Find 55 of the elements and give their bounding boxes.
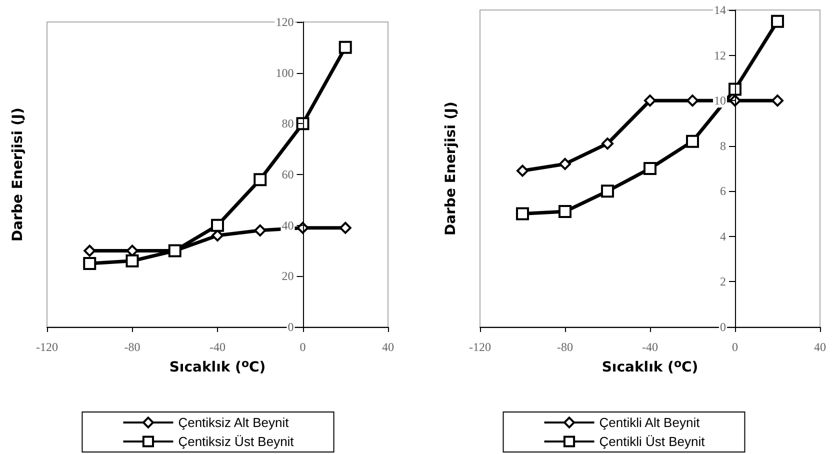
y-tick-label: 40 [282, 218, 294, 232]
legend-label: Çentiksiz Alt Beynit [178, 415, 290, 430]
point [254, 173, 267, 186]
legend-label: Çentikli Alt Beynit [599, 415, 700, 430]
point [83, 256, 96, 270]
point [516, 207, 529, 220]
point [644, 94, 656, 107]
x-tick-label: -80 [557, 340, 573, 354]
point [602, 138, 614, 150]
point [559, 158, 571, 170]
y-tick-label: 60 [282, 168, 294, 182]
point [686, 94, 698, 107]
x-tick-label: 0 [300, 340, 306, 354]
point [601, 184, 614, 198]
point [558, 205, 572, 218]
point [772, 94, 784, 107]
y-tick-label: 100 [276, 66, 294, 80]
point [168, 244, 182, 258]
x-tick-label: -80 [124, 340, 140, 354]
legend-label: Çentiksiz Üst Beynit [178, 434, 294, 449]
point [686, 134, 699, 148]
point [211, 218, 224, 232]
legend-label: Çentikli Üst Beynit [599, 434, 706, 449]
x-tick-label: 40 [814, 340, 826, 354]
x-tick-label: 0 [732, 340, 738, 354]
y-tick-label: 120 [276, 15, 294, 29]
y-tick-label: 10 [714, 94, 726, 108]
point [644, 162, 656, 175]
y-tick-label: 20 [282, 269, 294, 284]
y-axis-title: Darbe Enerjisi (J) [443, 102, 459, 236]
y-tick-label: 8 [720, 138, 726, 153]
x-tick-label: -120 [36, 340, 58, 354]
point [296, 117, 310, 130]
y-tick-label: 12 [714, 48, 726, 62]
point [771, 14, 784, 28]
x-tick-label: -40 [210, 340, 226, 354]
y-tick-label: 6 [720, 184, 726, 198]
y-tick-label: 80 [282, 116, 294, 131]
point [254, 224, 266, 236]
point [339, 222, 352, 234]
y-tick-label: 0 [720, 320, 726, 334]
point [728, 82, 742, 96]
x-tick-label: -120 [469, 340, 491, 354]
y-tick-label: 0 [288, 320, 294, 334]
point [296, 222, 309, 234]
y-tick-label: 2 [720, 274, 726, 289]
y-tick-label: 4 [720, 229, 726, 244]
x-tick-label: -40 [642, 340, 658, 354]
point [516, 164, 528, 177]
point [126, 254, 139, 268]
point [338, 40, 352, 54]
x-tick-label: 40 [382, 340, 394, 354]
y-tick-label: 14 [714, 3, 726, 17]
y-axis-title: Darbe Enerjisi (J) [10, 108, 26, 242]
point [84, 244, 96, 257]
